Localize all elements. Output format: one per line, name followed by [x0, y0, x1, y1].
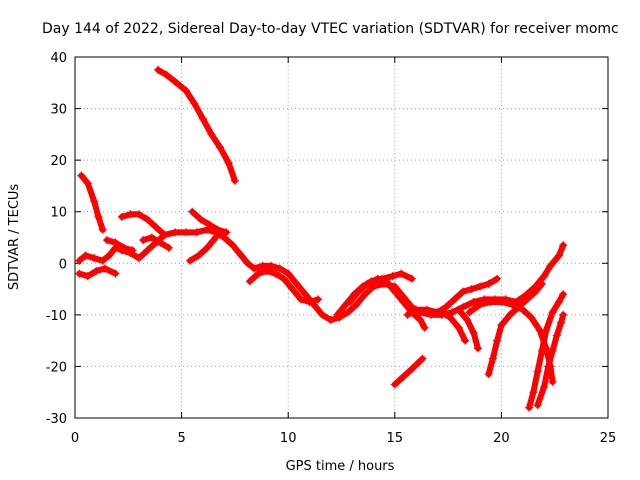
grid — [75, 57, 608, 418]
series-arc-19 — [525, 290, 568, 412]
data-track-segment — [555, 242, 567, 259]
series-arc-20 — [533, 310, 568, 410]
data-point — [461, 336, 470, 345]
data-track-segment — [95, 213, 106, 233]
series-arc-9 — [186, 233, 220, 265]
series-arc-6 — [102, 236, 137, 255]
data-track-segment — [538, 327, 550, 354]
data-point — [548, 377, 557, 386]
data-track-segment — [417, 317, 428, 331]
y-tick-label: -30 — [46, 412, 67, 427]
series-arc-8 — [188, 207, 231, 237]
data-track-segment — [101, 265, 119, 277]
data-series — [75, 65, 568, 412]
data-track-segment — [455, 324, 469, 344]
x-tick-label: 10 — [280, 431, 297, 446]
data-point — [230, 176, 239, 185]
series-arc-16 — [454, 305, 482, 353]
data-track-segment — [489, 337, 501, 362]
y-tick-label: 0 — [59, 257, 67, 272]
data-track-segment — [530, 368, 541, 396]
data-track-segment — [485, 275, 501, 287]
series-arc-2 — [77, 171, 107, 234]
x-tick-label: 5 — [177, 431, 185, 446]
data-point — [164, 243, 173, 252]
data-track-segment — [541, 363, 552, 391]
data-point — [537, 279, 546, 288]
data-track-segment — [204, 234, 219, 251]
data-point — [128, 246, 137, 255]
series-arc-10 — [245, 267, 323, 306]
data-point — [111, 269, 120, 278]
data-point — [559, 310, 568, 319]
series-arc-5 — [117, 210, 169, 239]
data-track-segment — [534, 347, 545, 375]
series-arc-14 — [403, 274, 502, 319]
y-tick-label: 40 — [50, 51, 67, 66]
data-point — [493, 274, 502, 283]
series-arc-7 — [139, 233, 173, 252]
data-point — [559, 290, 568, 299]
data-track-segment — [84, 180, 98, 205]
y-tick-label: -10 — [46, 309, 67, 324]
x-tick-label: 20 — [493, 431, 510, 446]
y-tick-label: -20 — [46, 360, 67, 375]
y-tick-label: 30 — [50, 103, 67, 118]
data-point — [473, 344, 482, 353]
series-arc-1 — [154, 65, 239, 185]
data-point — [420, 323, 429, 332]
y-tick-label: 10 — [50, 206, 67, 221]
series-arc-13 — [390, 354, 427, 389]
series-arc-4 — [75, 264, 120, 281]
data-point — [407, 274, 416, 283]
series-arc-17 — [484, 279, 546, 379]
data-track-segment — [408, 355, 426, 373]
data-track-segment — [153, 224, 168, 238]
data-point — [314, 295, 323, 304]
x-tick-label: 15 — [387, 431, 404, 446]
y-axis-label: SDTVAR / TECUs — [7, 184, 22, 291]
y-tick-label: 20 — [50, 154, 67, 169]
data-track-segment — [555, 291, 567, 305]
data-point — [98, 225, 107, 234]
data-track-segment — [534, 384, 548, 409]
data-track-segment — [543, 309, 556, 334]
data-track-segment — [157, 239, 172, 251]
x-axis-label: GPS time / hours — [286, 459, 395, 474]
data-point — [559, 241, 568, 250]
data-track-segment — [225, 159, 238, 184]
data-track-segment — [398, 270, 415, 282]
data-track-segment — [532, 280, 545, 295]
plot-frame — [74, 56, 609, 419]
data-point — [160, 230, 169, 239]
x-tick-label: 0 — [71, 431, 79, 446]
axis-ticks: 0 5 10 15 20 25 -30 -20 -10 0 10 20 30 40 — [46, 51, 617, 446]
x-tick-label: 25 — [600, 431, 617, 446]
data-track-segment — [470, 329, 481, 352]
data-point — [222, 228, 231, 237]
series-arc-3 — [75, 225, 568, 325]
data-point — [211, 233, 220, 242]
chart-title: Day 144 of 2022, Sidereal Day-to-day VTE… — [42, 21, 619, 37]
series-arc-15 — [437, 308, 470, 345]
data-point — [418, 354, 427, 363]
